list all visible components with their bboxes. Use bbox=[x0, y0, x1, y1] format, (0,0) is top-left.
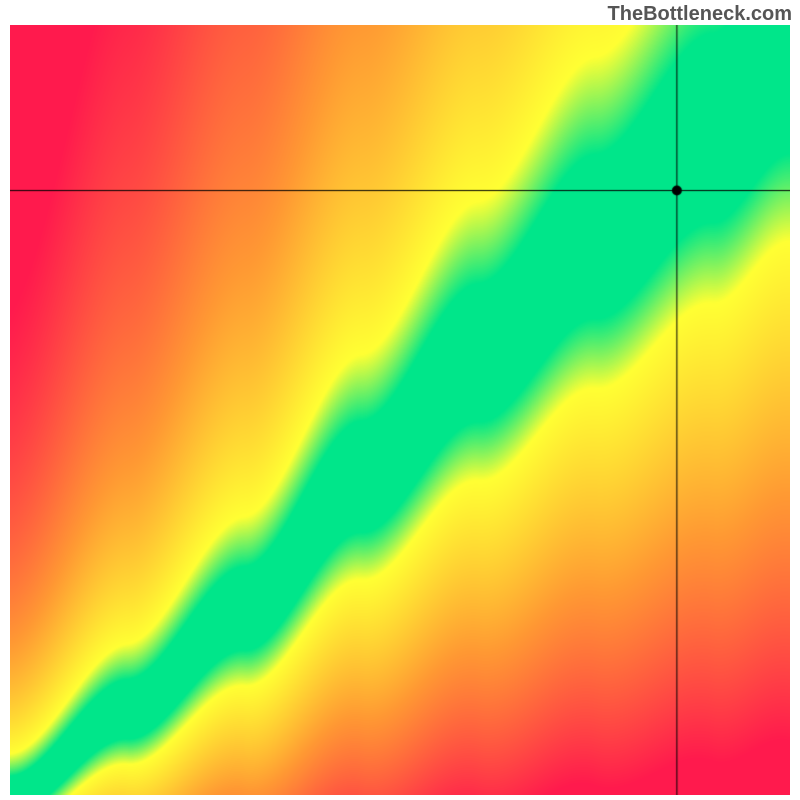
bottleneck-heatmap bbox=[10, 25, 790, 795]
watermark-text: TheBottleneck.com bbox=[608, 3, 792, 26]
heatmap-canvas bbox=[10, 25, 790, 795]
